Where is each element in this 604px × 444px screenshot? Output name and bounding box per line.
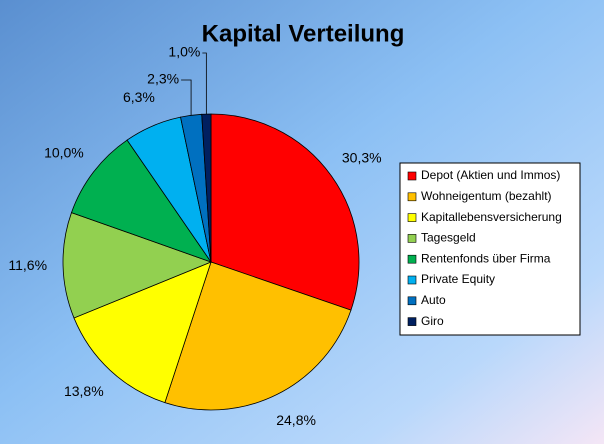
- legend-swatch: [407, 296, 417, 306]
- chart-title: Kapital Verteilung: [202, 20, 405, 47]
- data-label: 11,6%: [8, 257, 47, 273]
- pie-slice: [70, 139, 213, 263]
- data-label: 30,3%: [342, 149, 382, 165]
- pie-slice: [210, 113, 360, 311]
- legend-swatch: [407, 213, 417, 222]
- legend-label: Giro: [421, 314, 444, 328]
- legend-label: Tagesgeld: [421, 231, 476, 245]
- legend-swatch: [407, 317, 417, 326]
- legend-label: Wohneigentum (bezahlt): [421, 189, 552, 203]
- legend: [399, 162, 581, 336]
- legend-swatch: [407, 192, 417, 202]
- legend-label: Depot (Aktien und Immos): [421, 168, 560, 182]
- pie-slice: [62, 212, 213, 319]
- pie-slice: [73, 261, 212, 404]
- legend-swatch: [407, 234, 417, 243]
- legend-label: Private Equity: [421, 272, 495, 286]
- legend-label: Rentenfonds über Firma: [421, 251, 551, 265]
- data-label: 6,3%: [123, 89, 155, 105]
- data-label: 24,8%: [276, 412, 316, 428]
- legend-swatch: [407, 254, 417, 264]
- pie-slice: [164, 261, 352, 411]
- data-label: 1,0%: [168, 44, 200, 60]
- legend-swatch: [407, 275, 417, 285]
- data-label: 10,0%: [44, 144, 84, 160]
- data-label: 2,3%: [147, 71, 179, 87]
- leader-line: [202, 52, 207, 115]
- leader-line: [181, 79, 192, 116]
- legend-label: Kapitallebensversicherung: [421, 210, 562, 224]
- legend-swatch: [407, 171, 417, 181]
- legend-label: Auto: [421, 293, 446, 307]
- data-label: 13,8%: [64, 383, 104, 399]
